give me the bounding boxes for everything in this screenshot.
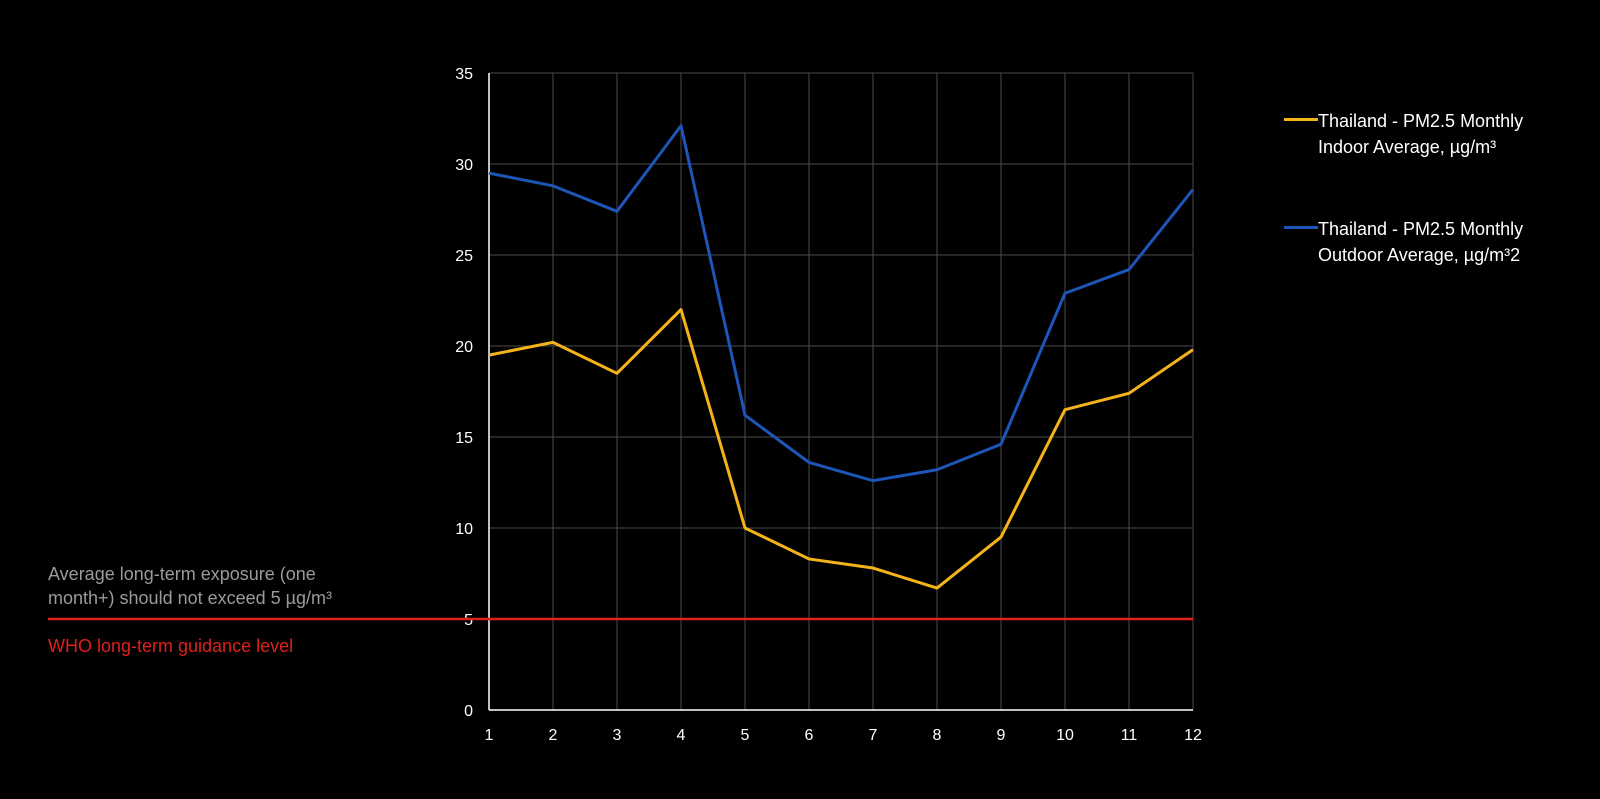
y-tick-label: 20 (455, 339, 473, 356)
indoor-series-line (488, 308, 1194, 590)
x-tick-label: 8 (933, 727, 942, 744)
legend-label-outdoor: Thailand - PM2.5 Monthly Outdoor Average… (1318, 219, 1524, 265)
legend-swatch-indoor (1284, 118, 1318, 121)
x-tick-label: 7 (869, 727, 878, 744)
y-tick-label: 30 (455, 157, 473, 174)
x-tick-label: 4 (677, 727, 686, 744)
y-tick-label: 25 (455, 248, 473, 265)
x-tick-label: 5 (741, 727, 750, 744)
x-tick-label: 6 (805, 727, 814, 744)
who-guidance-label: WHO long-term guidance level (48, 636, 294, 656)
legend-item-outdoor: Thailand - PM2.5 Monthly Outdoor Average… (1284, 216, 1568, 268)
y-tick-label: 15 (455, 430, 473, 447)
x-tick-label: 9 (997, 727, 1006, 744)
y-tick-label: 35 (455, 66, 473, 83)
x-tick-label: 12 (1184, 727, 1202, 744)
legend-item-indoor: Thailand - PM2.5 Monthly Indoor Average,… (1284, 108, 1568, 160)
x-tick-label: 3 (613, 727, 622, 744)
x-tick-label: 1 (485, 727, 494, 744)
x-tick-label: 2 (549, 727, 558, 744)
outdoor-series-line (488, 124, 1195, 483)
y-tick-label: 0 (464, 703, 473, 720)
legend-swatch-outdoor (1284, 226, 1318, 229)
x-tick-label: 11 (1121, 727, 1138, 744)
y-tick-label: 10 (455, 521, 473, 538)
y-tick-label: 5 (464, 612, 473, 629)
legend-label-indoor: Thailand - PM2.5 Monthly Indoor Average,… (1318, 111, 1524, 157)
x-tick-label: 10 (1056, 727, 1074, 744)
exposure-annotation: Average long-term exposure (one month+) … (48, 564, 333, 608)
